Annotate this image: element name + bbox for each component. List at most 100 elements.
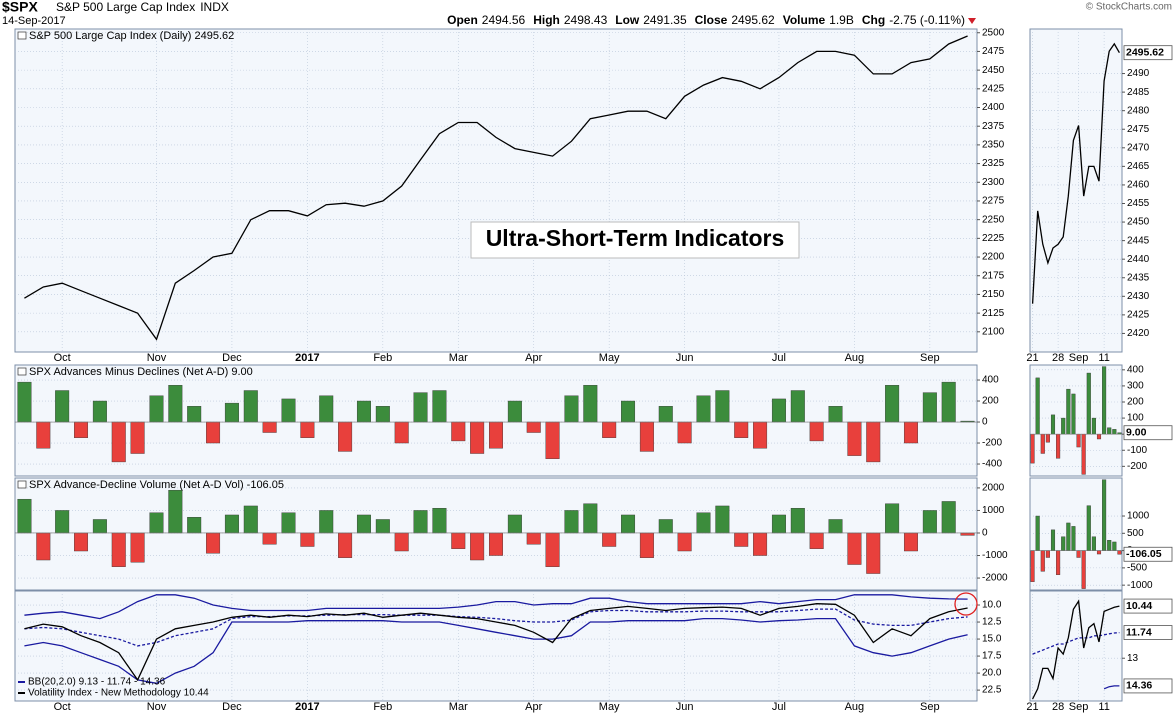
x-tick-label: May (599, 352, 620, 364)
bar (545, 421, 560, 459)
bar (17, 498, 32, 534)
bar (224, 402, 239, 423)
y-tick-label: 2425 (1127, 310, 1150, 321)
bar (243, 505, 258, 534)
x-tick-label: Dec (222, 701, 242, 713)
last-value-label: 14.36 (1126, 680, 1152, 692)
y-tick-label: 2125 (982, 308, 1005, 319)
bar (1045, 550, 1050, 558)
bar (262, 532, 277, 545)
y-tick-label: 10.0 (982, 600, 1002, 611)
bar (1076, 433, 1081, 448)
field-value: 2491.35 (643, 13, 687, 27)
bar (17, 381, 32, 423)
y-tick-label: 1000 (1127, 511, 1150, 522)
bar (564, 395, 579, 423)
series-line (24, 617, 968, 684)
y-tick-label: 2300 (982, 177, 1005, 188)
bar (451, 532, 466, 549)
last-value-badge (1123, 598, 1173, 614)
bar (1050, 414, 1056, 435)
y-tick-label: 2450 (982, 65, 1005, 76)
bar (187, 517, 202, 534)
y-tick-label: 500 (1127, 528, 1144, 539)
y-tick-label: 2200 (982, 252, 1005, 263)
bar (1030, 433, 1035, 464)
x-tick-label: Jun (676, 352, 694, 364)
bar (413, 510, 428, 534)
x-tick-label: 2017 (295, 352, 319, 364)
bar (375, 519, 390, 534)
bar (243, 390, 258, 423)
y-tick-label: 2275 (982, 196, 1005, 207)
bar (790, 390, 805, 423)
y-tick-label: 2485 (1127, 87, 1150, 98)
x-tick-label: 21 (1026, 701, 1038, 713)
bar (92, 400, 107, 423)
x-tick-label: Nov (147, 352, 167, 364)
bar (602, 532, 617, 547)
bar (149, 512, 164, 534)
last-value-label: 9.00 (1126, 427, 1147, 439)
label-icon (17, 480, 27, 489)
y-tick-label: 2400 (982, 102, 1005, 113)
bar (866, 421, 881, 463)
y-tick-label: 2150 (982, 289, 1005, 300)
x-tick-label: Nov (147, 701, 167, 713)
y-tick-label: 2435 (1127, 272, 1150, 283)
panel-frame (1029, 28, 1123, 353)
y-tick-label: -200 (1127, 461, 1147, 472)
watermark: © StockCharts.com (1086, 2, 1172, 13)
bar (1091, 536, 1096, 551)
y-tick-label: 2225 (982, 233, 1005, 244)
field-value: 2498.43 (564, 13, 608, 27)
bar (36, 532, 51, 561)
bar (149, 395, 164, 423)
label-icon (17, 31, 27, 40)
bar (1066, 388, 1071, 435)
bar (602, 421, 617, 438)
bar (583, 385, 598, 423)
series-line (1103, 685, 1120, 690)
bar (696, 395, 711, 423)
bar (356, 514, 371, 534)
bar (526, 532, 541, 545)
x-tick-label: Jul (772, 352, 786, 364)
bar (753, 532, 768, 556)
bar (319, 510, 334, 534)
bar (338, 421, 353, 452)
y-tick-label: 17.5 (982, 651, 1002, 662)
x-tick-label: Oct (54, 352, 71, 364)
bar (658, 519, 673, 534)
bar (1045, 433, 1050, 443)
bar (394, 421, 409, 444)
bar (130, 421, 145, 454)
bar (885, 503, 900, 534)
quote-fields: Open 2494.56 High 2498.43 Low 2491.35 Close 249… (447, 13, 965, 27)
annotation-box (470, 221, 800, 259)
y-tick-label: 13 (1127, 653, 1139, 664)
bar (1040, 550, 1045, 572)
y-tick-label: -500 (1127, 563, 1147, 574)
bar (74, 532, 89, 552)
y-tick-label: -1000 (982, 550, 1008, 561)
y-tick-label: 200 (982, 396, 999, 407)
y-tick-label: 2500 (982, 27, 1005, 38)
panel-label: SPX Advances Minus Declines (Net A-D) 9.… (29, 366, 253, 378)
y-tick-label: 2420 (1127, 328, 1150, 339)
last-value-badge (1123, 625, 1173, 640)
bar (790, 507, 805, 534)
panel-frame (1029, 364, 1123, 477)
bar (677, 421, 692, 444)
y-tick-label: 2325 (982, 158, 1005, 169)
y-tick-label: 1000 (982, 505, 1005, 516)
bar (470, 532, 485, 561)
legend-entry: Volatility Index - New Methodology 10.44 (28, 688, 209, 699)
y-tick-label: 22.5 (982, 685, 1002, 696)
field-value: -2.75 (-0.11%) (889, 13, 965, 27)
bar (621, 514, 636, 534)
bar (715, 390, 730, 423)
x-tick-label: 11 (1098, 352, 1109, 364)
